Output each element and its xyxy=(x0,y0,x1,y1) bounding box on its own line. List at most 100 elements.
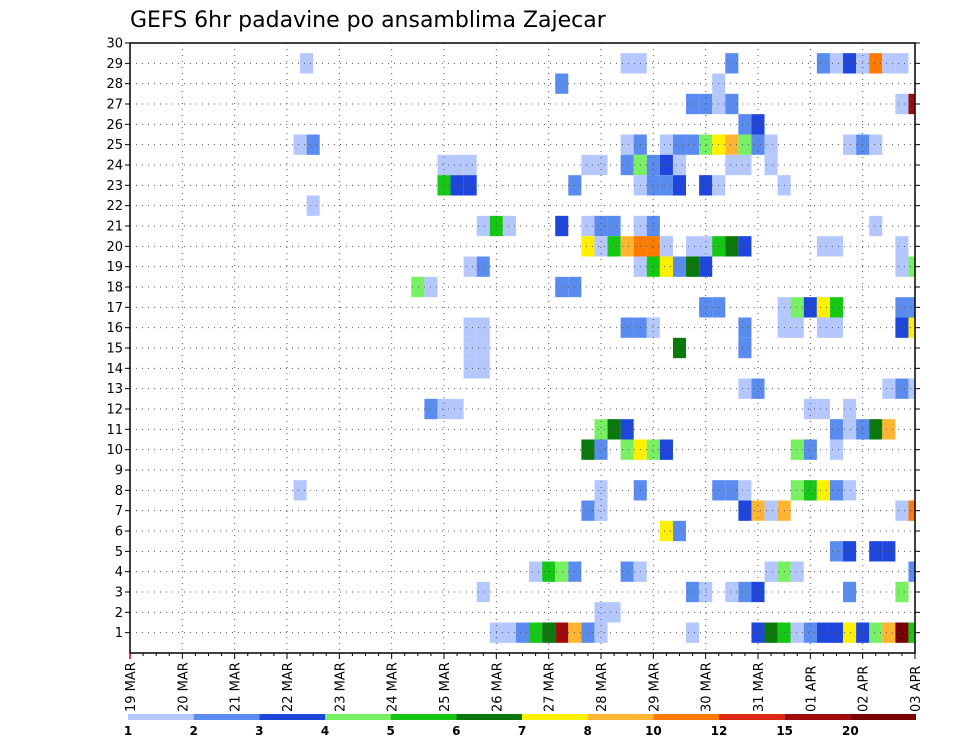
precip-cell xyxy=(895,378,909,399)
x-tick-label: 21 MAR xyxy=(229,662,244,712)
precip-cell xyxy=(581,236,595,257)
precip-cell xyxy=(699,134,713,155)
legend-swatch xyxy=(325,714,391,720)
precip-cell xyxy=(895,317,909,338)
y-tick-label: 29 xyxy=(106,57,123,72)
y-tick-label: 9 xyxy=(115,464,123,479)
precip-cell xyxy=(725,581,739,603)
precip-cell xyxy=(895,256,909,277)
precip-cell xyxy=(790,297,804,318)
precip-cell xyxy=(594,236,608,257)
x-tick-label: 02 APR xyxy=(857,666,872,712)
precip-cell xyxy=(843,541,857,562)
precip-cell xyxy=(895,500,909,521)
precip-cell xyxy=(594,500,608,521)
precip-cell xyxy=(882,53,896,74)
precip-cell xyxy=(646,215,660,237)
y-tick-label: 28 xyxy=(106,77,123,92)
precip-cell xyxy=(816,53,830,74)
y-tick-label: 30 xyxy=(106,37,123,52)
precip-cell xyxy=(437,175,451,196)
y-tick-label: 10 xyxy=(106,443,123,458)
precip-cell xyxy=(581,622,595,643)
precip-cell xyxy=(463,154,477,176)
y-tick-label: 2 xyxy=(115,606,123,621)
x-tick-label: 31 MAR xyxy=(752,662,767,712)
precip-cell xyxy=(882,419,896,440)
legend-label: 7 xyxy=(518,724,526,738)
precip-cell xyxy=(476,337,490,359)
precip-cell xyxy=(725,154,739,176)
precip-cell xyxy=(725,480,739,501)
precip-cell xyxy=(463,175,477,196)
precip-cell xyxy=(686,236,700,257)
precip-cell xyxy=(607,419,621,440)
precip-cell xyxy=(620,439,634,460)
precip-cell xyxy=(594,480,608,501)
precip-cell xyxy=(738,337,752,359)
precip-cell xyxy=(699,236,713,257)
precip-cell xyxy=(725,93,739,115)
precip-cell xyxy=(300,53,314,74)
precip-cell xyxy=(738,500,752,521)
precip-cell xyxy=(620,53,634,74)
y-tick-label: 20 xyxy=(106,240,123,255)
y-tick-label: 26 xyxy=(106,118,123,133)
precip-cell xyxy=(581,439,595,460)
x-tick-label: 29 MAR xyxy=(647,662,662,712)
x-tick-label: 25 MAR xyxy=(438,662,453,712)
precip-cell xyxy=(659,134,673,155)
precip-cell xyxy=(306,134,320,155)
precip-cell xyxy=(843,581,857,603)
precip-cell xyxy=(790,622,804,643)
precip-cell xyxy=(659,175,673,196)
precip-cell xyxy=(751,114,765,135)
precip-cell xyxy=(529,561,543,582)
precip-cell xyxy=(515,622,530,643)
precip-cell xyxy=(699,256,713,277)
chart-title: GEFS 6hr padavine po ansamblima Zajecar xyxy=(130,8,607,33)
x-tick-label: 30 MAR xyxy=(700,662,715,712)
y-tick-label: 3 xyxy=(115,586,123,601)
precip-cell xyxy=(829,236,844,257)
y-tick-label: 19 xyxy=(106,260,123,275)
precip-cell xyxy=(738,154,752,176)
precip-cell xyxy=(764,134,778,155)
legend-label: 1 xyxy=(124,724,132,738)
precip-cell xyxy=(764,561,778,582)
precip-cell xyxy=(437,154,451,176)
precip-cell xyxy=(686,581,700,603)
precip-cell xyxy=(607,602,621,623)
precip-cell xyxy=(529,622,543,643)
precip-cell xyxy=(908,622,915,643)
precip-cell xyxy=(895,297,909,318)
precip-cell xyxy=(672,520,687,542)
legend-label: 20 xyxy=(842,724,859,738)
precip-cell xyxy=(620,154,634,176)
precip-cell xyxy=(594,419,608,440)
precip-cell xyxy=(803,622,817,643)
precip-cell xyxy=(738,114,752,135)
legend-swatch xyxy=(653,714,719,720)
precip-cell xyxy=(542,622,556,643)
precip-cell xyxy=(620,317,634,338)
precip-cell xyxy=(882,378,896,399)
precip-cell xyxy=(699,581,713,603)
precip-cell xyxy=(555,622,569,643)
y-tick-label: 14 xyxy=(106,362,123,377)
precip-cell xyxy=(908,378,915,399)
precip-cell xyxy=(646,317,660,338)
precip-cell xyxy=(594,602,608,623)
precip-cell xyxy=(699,175,713,196)
precip-cell xyxy=(829,439,844,460)
precip-cell xyxy=(463,358,477,379)
legend-swatch xyxy=(193,714,260,720)
precip-cell xyxy=(463,337,477,359)
precip-cell xyxy=(450,398,464,420)
precip-cell xyxy=(672,256,687,277)
precip-cell xyxy=(816,398,830,420)
precip-cell xyxy=(725,236,739,257)
precip-cell xyxy=(502,215,516,237)
precip-cell xyxy=(908,500,915,521)
